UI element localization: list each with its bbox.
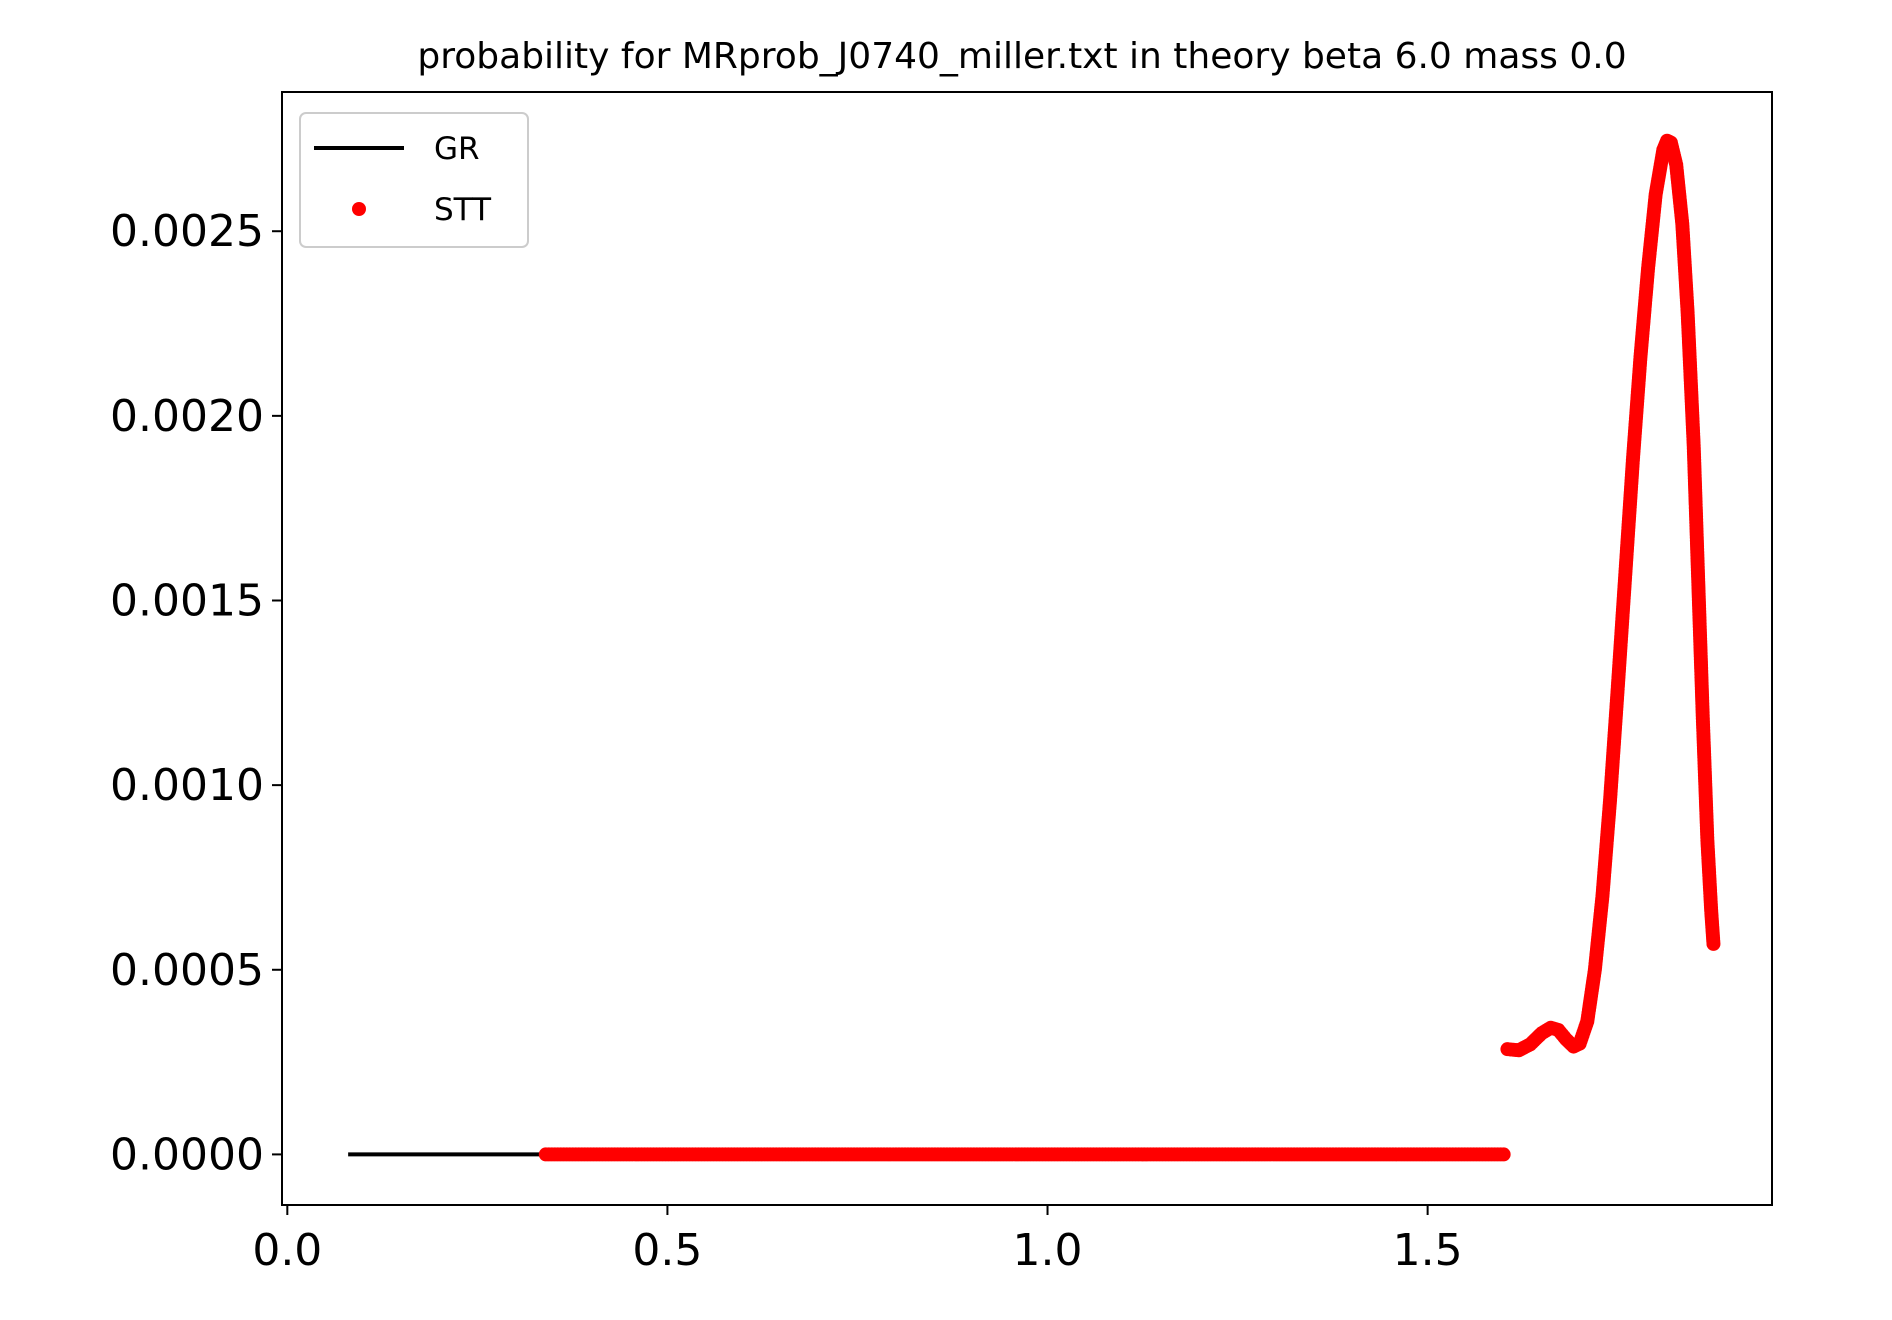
x-axis: 0.0 0.5 1.0 1.5 <box>252 1205 1463 1276</box>
y-tick-label: 0.0025 <box>110 206 264 257</box>
series-stt-point <box>1706 936 1721 951</box>
y-tick-label: 0.0010 <box>110 760 264 811</box>
x-tick-label: 1.0 <box>1013 1225 1083 1276</box>
series-layer <box>348 133 1721 1162</box>
plot-frame <box>281 91 1773 1206</box>
legend-gr-label: GR <box>434 131 480 167</box>
legend: GR STT <box>299 112 529 248</box>
x-tick-label: 1.5 <box>1393 1225 1463 1276</box>
y-tick-label: 0.0005 <box>110 945 264 996</box>
series-stt-point <box>1496 1147 1511 1162</box>
y-tick-label: 0.0015 <box>110 575 264 626</box>
legend-box <box>299 112 529 248</box>
x-tick-label: 0.0 <box>252 1225 322 1276</box>
legend-stt-label: STT <box>434 192 492 228</box>
x-tick-label: 0.5 <box>632 1225 702 1276</box>
y-tick-label: 0.0000 <box>110 1129 264 1180</box>
legend-stt-swatch <box>352 202 366 216</box>
plot-area <box>348 133 1721 1162</box>
chart-title: probability for MRprob_J0740_miller.txt … <box>417 36 1626 77</box>
y-axis: 0.0000 0.0005 0.0010 0.0015 0.0020 0.0025 <box>110 206 282 1180</box>
y-tick-label: 0.0020 <box>110 391 264 442</box>
